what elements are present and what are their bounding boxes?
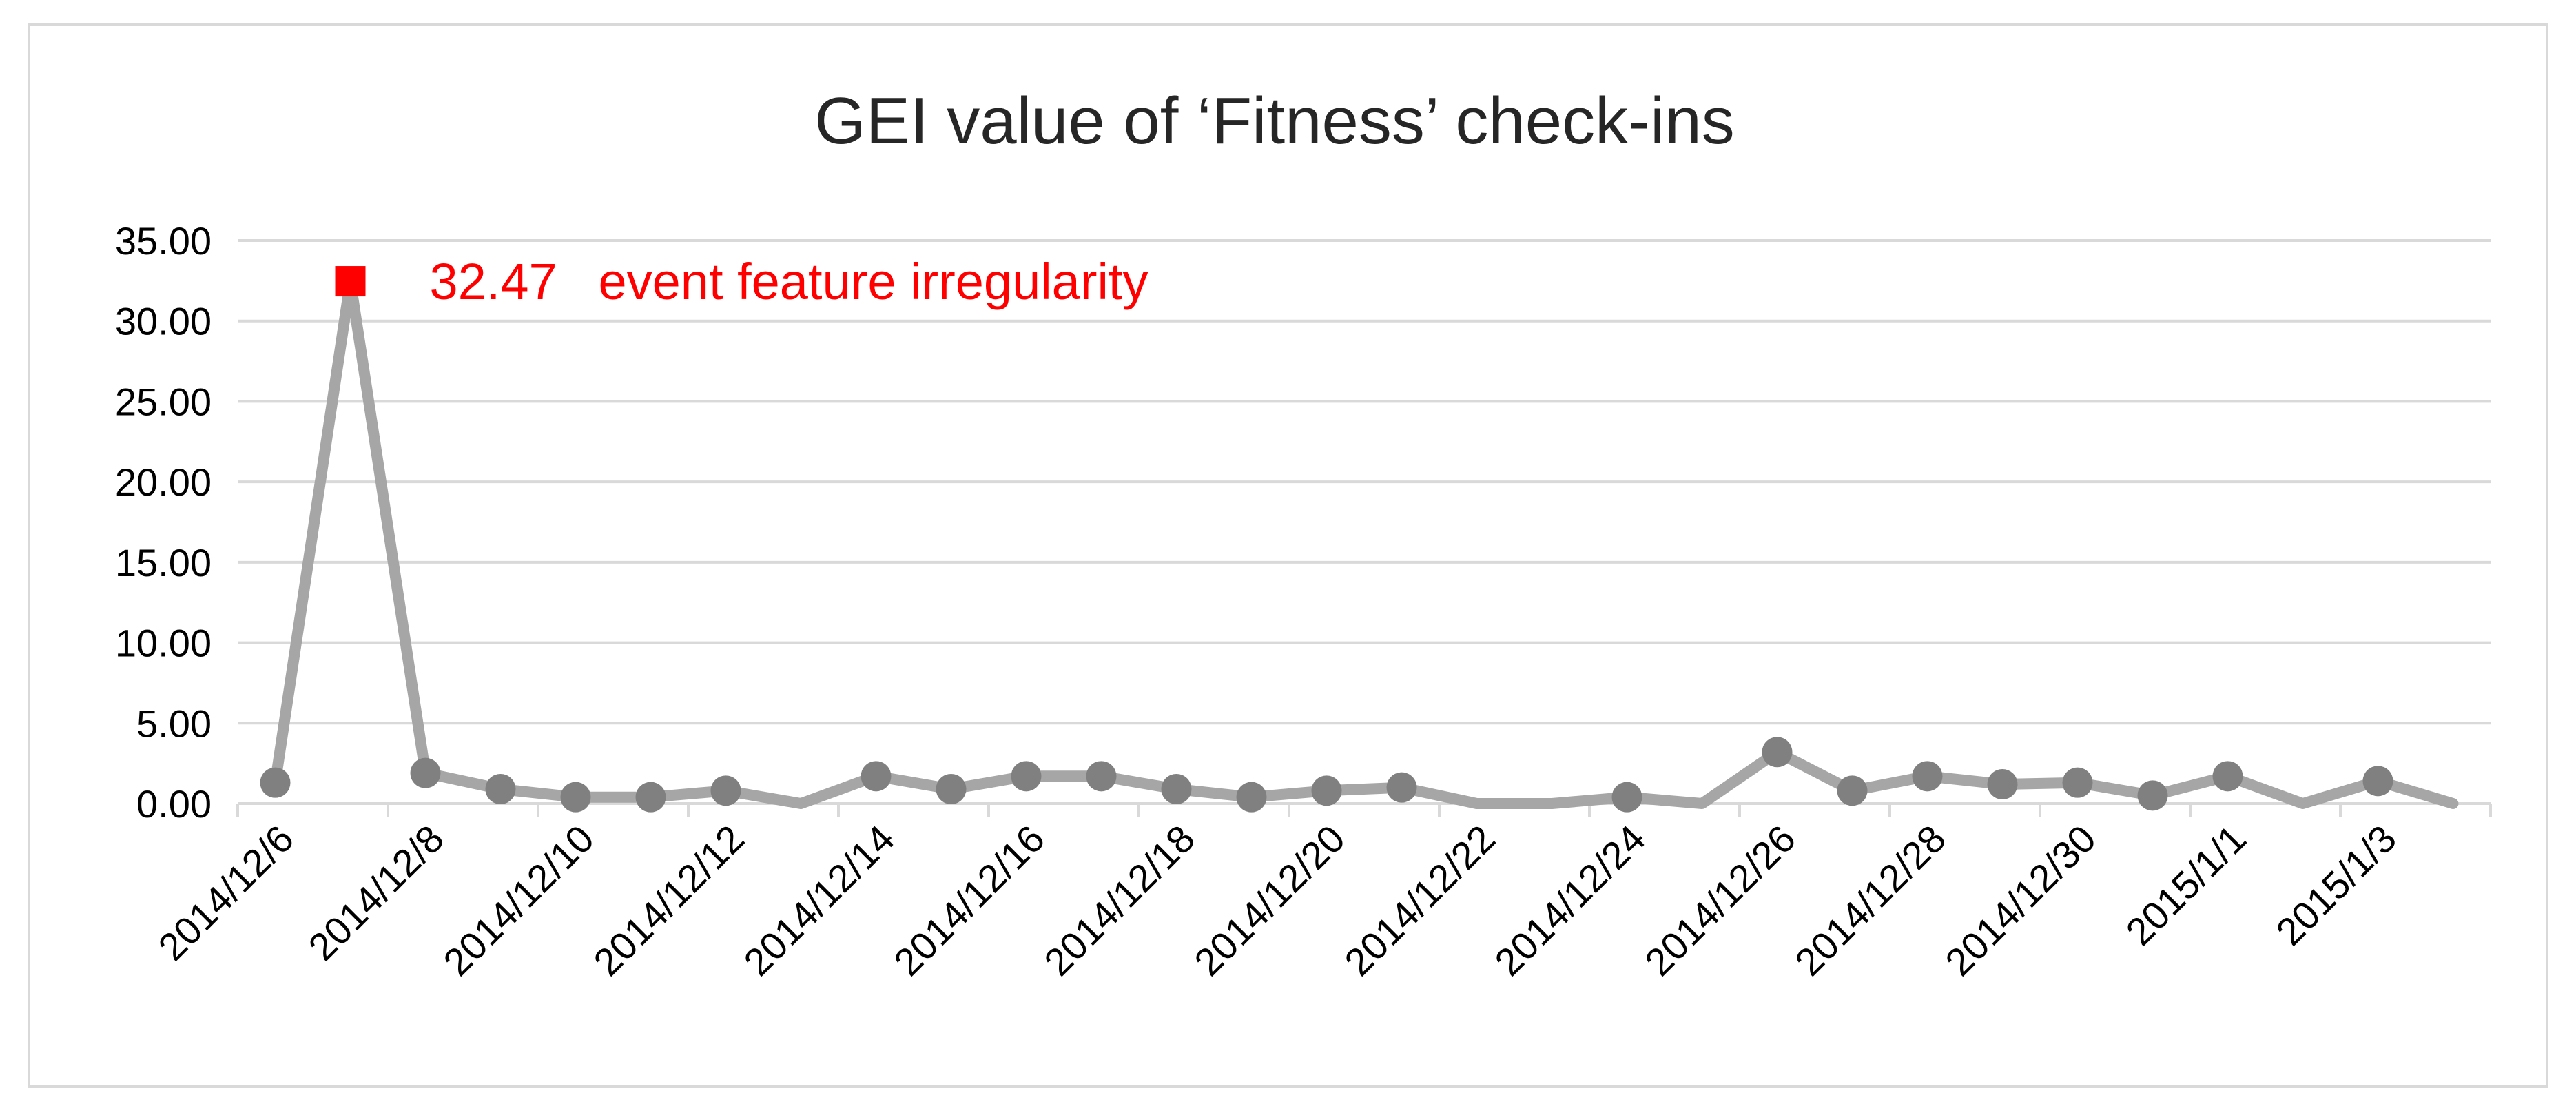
data-point xyxy=(2137,780,2168,811)
data-point xyxy=(1987,768,2018,799)
y-tick-label: 20.00 xyxy=(115,460,212,504)
data-point xyxy=(485,773,516,804)
x-tick-label: 2014/12/22 xyxy=(1336,817,1503,984)
x-tick-label: 2014/12/10 xyxy=(435,817,602,984)
data-point xyxy=(1086,761,1117,792)
data-point xyxy=(635,782,666,813)
data-point xyxy=(2212,761,2243,792)
x-tick-label: 2014/12/6 xyxy=(150,817,302,969)
series-line xyxy=(260,276,2459,813)
x-tick-label: 2014/12/28 xyxy=(1786,817,1954,984)
data-point xyxy=(1161,773,1192,804)
data-point xyxy=(861,761,892,792)
y-tick-label: 0.00 xyxy=(136,782,212,826)
x-tick-label: 2014/12/12 xyxy=(585,817,752,984)
data-point xyxy=(1236,782,1267,813)
y-tick-label: 25.00 xyxy=(115,380,212,423)
data-point xyxy=(260,767,291,798)
x-axis: 2014/12/62014/12/82014/12/102014/12/1220… xyxy=(150,802,2492,984)
data-point xyxy=(1762,737,1793,768)
annotation-label: event feature irregularity xyxy=(599,253,1148,310)
x-tick-label: 2014/12/8 xyxy=(300,817,452,969)
chart-title: GEI value of ‘Fitness’ check-ins xyxy=(814,84,1735,158)
x-tick-label: 2014/12/30 xyxy=(1937,817,2104,984)
x-tick-label: 2015/1/3 xyxy=(2267,817,2404,954)
x-tick-label: 2014/12/20 xyxy=(1186,817,1353,984)
data-point xyxy=(2362,766,2393,797)
data-point xyxy=(1837,775,1868,806)
annotation-value: 32.47 xyxy=(430,253,557,310)
line-chart: GEI value of ‘Fitness’ check-ins 0.00 5.0… xyxy=(115,84,2492,984)
data-point xyxy=(1611,782,1642,813)
gridlines xyxy=(238,239,2491,725)
data-point xyxy=(560,782,591,813)
data-point xyxy=(1912,761,1943,792)
x-tick-label: 2014/12/18 xyxy=(1035,817,1203,984)
data-point xyxy=(1011,761,1042,792)
y-tick-label: 15.00 xyxy=(115,541,212,584)
data-point xyxy=(710,775,741,806)
chart-area: GEI value of ‘Fitness’ check-ins 0.00 5.0… xyxy=(28,23,2548,1088)
data-point xyxy=(1386,772,1417,803)
y-tick-label: 30.00 xyxy=(115,300,212,343)
x-tick-label: 2014/12/16 xyxy=(885,817,1053,984)
data-point xyxy=(2062,767,2093,798)
x-tick-label: 2014/12/26 xyxy=(1636,817,1804,984)
x-tick-label: 2014/12/14 xyxy=(735,817,903,984)
data-point xyxy=(1311,775,1342,806)
data-point xyxy=(936,773,967,804)
y-tick-label: 35.00 xyxy=(115,219,212,263)
y-tick-label: 5.00 xyxy=(136,702,212,745)
x-tick-label: 2014/12/24 xyxy=(1486,817,1653,984)
series-path xyxy=(269,276,2459,809)
highlight-marker xyxy=(335,266,366,297)
x-tick-label: 2015/1/1 xyxy=(2117,817,2254,954)
data-point xyxy=(410,757,441,788)
y-axis-tick-labels: 0.00 5.00 10.00 15.00 20.00 25.00 30.00 35.00 xyxy=(115,219,212,826)
y-tick-label: 10.00 xyxy=(115,622,212,665)
highlight-annotation: 32.47 event feature irregularity xyxy=(335,253,1148,310)
